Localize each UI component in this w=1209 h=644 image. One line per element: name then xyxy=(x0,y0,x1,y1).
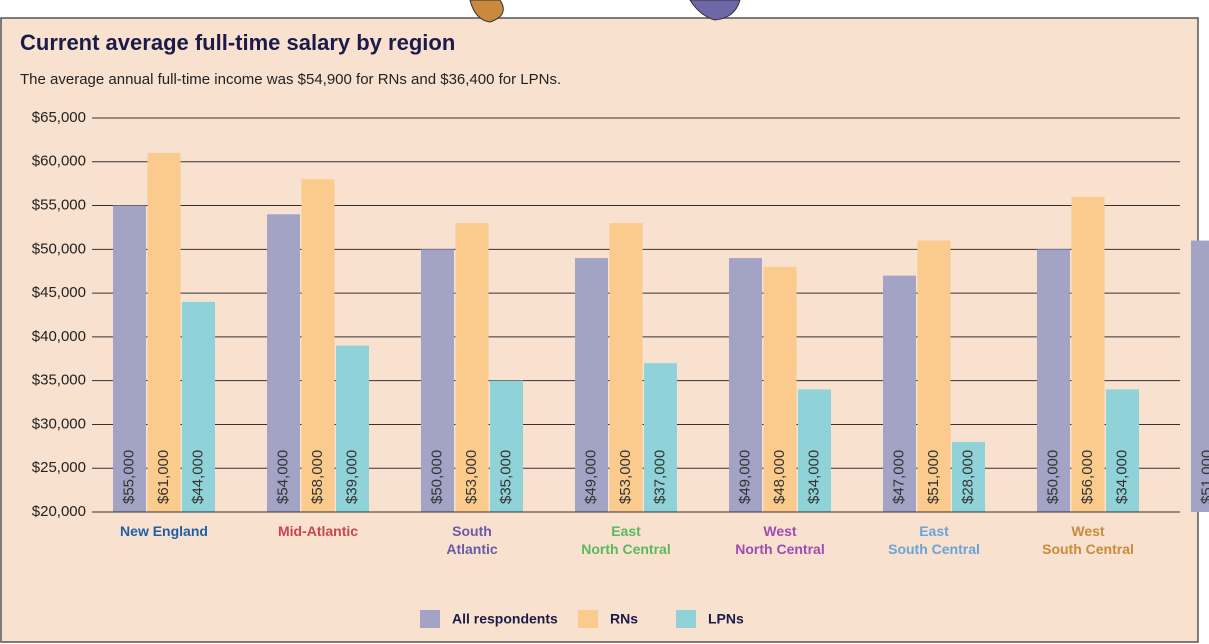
bar xyxy=(763,266,797,512)
decoration xyxy=(469,0,504,23)
value-label: $47,000 xyxy=(890,450,907,504)
value-label: $35,000 xyxy=(497,450,514,504)
y-tick-label: $65,000 xyxy=(32,109,86,126)
x-tick-label: East North Central xyxy=(581,523,671,557)
value-label: $49,000 xyxy=(736,450,753,504)
legend-swatch xyxy=(578,610,598,628)
bar xyxy=(1071,196,1105,513)
value-label: $44,000 xyxy=(189,450,206,504)
x-tick-label: New England xyxy=(120,523,208,539)
bar xyxy=(798,389,831,512)
bar xyxy=(1106,389,1139,512)
bar xyxy=(147,153,181,512)
value-label: $50,000 xyxy=(428,450,445,504)
y-tick-label: $55,000 xyxy=(32,197,86,214)
y-tick-label: $45,000 xyxy=(32,284,86,301)
bar xyxy=(917,240,951,513)
bar xyxy=(182,301,215,512)
bar xyxy=(1191,240,1209,513)
value-label: $48,000 xyxy=(771,450,788,504)
legend-swatch xyxy=(420,610,440,628)
y-tick-label: $35,000 xyxy=(32,372,86,389)
x-tick-label: Mid-Atlantic xyxy=(277,523,359,539)
value-label: $51,000 xyxy=(1198,450,1209,504)
bar xyxy=(113,205,146,513)
bar xyxy=(490,380,523,512)
value-label: $51,000 xyxy=(925,450,942,504)
value-label: $50,000 xyxy=(1044,450,1061,504)
value-label: $34,000 xyxy=(1113,450,1130,504)
y-tick-label: $40,000 xyxy=(32,328,86,345)
x-tick-label: West South Central xyxy=(1042,523,1134,557)
value-label: $49,000 xyxy=(582,450,599,504)
value-label: $56,000 xyxy=(1079,450,1096,504)
legend-label: RNs xyxy=(610,611,638,627)
bar xyxy=(644,363,677,512)
value-label: $34,000 xyxy=(805,450,822,504)
bar xyxy=(952,441,985,512)
x-tick-label: West North Central xyxy=(735,523,825,557)
value-label: $37,000 xyxy=(651,450,668,504)
bar xyxy=(609,223,643,513)
y-tick-label: $60,000 xyxy=(32,153,86,170)
value-label: $54,000 xyxy=(274,450,291,504)
chart-subtitle: The average annual full-time income was … xyxy=(20,71,561,88)
y-tick-label: $30,000 xyxy=(32,415,86,432)
x-tick-label: South Atlantic xyxy=(446,523,498,557)
bar xyxy=(301,179,335,513)
value-label: $53,000 xyxy=(463,450,480,504)
value-label: $61,000 xyxy=(155,450,172,504)
value-label: $58,000 xyxy=(309,450,326,504)
y-tick-label: $20,000 xyxy=(32,503,86,520)
value-label: $55,000 xyxy=(120,450,137,504)
bar xyxy=(729,258,762,512)
value-label: $53,000 xyxy=(617,450,634,504)
bar xyxy=(1037,249,1070,513)
y-tick-label: $25,000 xyxy=(32,459,86,476)
bar xyxy=(421,249,454,513)
x-tick-label: Mountain xyxy=(1167,522,1209,540)
y-tick-label: $50,000 xyxy=(32,240,86,257)
bar xyxy=(267,214,300,513)
value-label: $39,000 xyxy=(343,450,360,504)
bar xyxy=(336,345,369,512)
bar xyxy=(575,258,608,512)
bar xyxy=(455,223,489,513)
decoration xyxy=(689,0,741,21)
value-label: $28,000 xyxy=(959,450,976,504)
legend-swatch xyxy=(676,610,696,628)
legend-label: All respondents xyxy=(452,611,558,627)
legend-label: LPNs xyxy=(708,611,744,627)
bar xyxy=(883,275,916,512)
chart-title: Current average full-time salary by regi… xyxy=(20,30,455,55)
x-tick-label: East South Central xyxy=(888,523,980,557)
